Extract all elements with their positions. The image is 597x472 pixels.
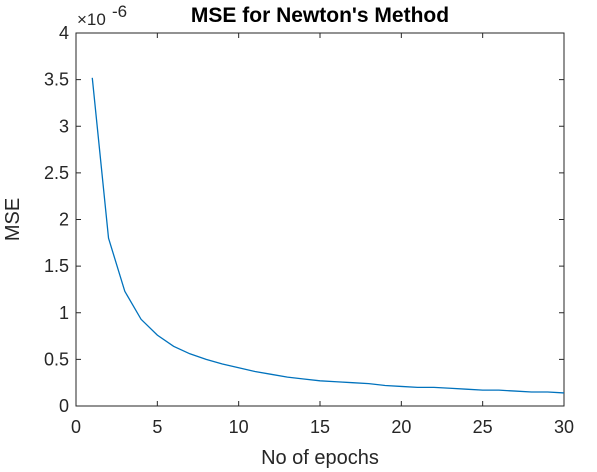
x-tick-label: 0 (71, 417, 81, 437)
y-tick-label: 4 (59, 23, 69, 43)
y-exponent-power: -6 (112, 2, 127, 21)
y-tick-label: 0.5 (44, 349, 69, 369)
x-tick-label: 5 (152, 417, 162, 437)
x-tick-label: 10 (229, 417, 249, 437)
x-axis-label: No of epochs (261, 447, 379, 469)
chart-title: MSE for Newton's Method (191, 4, 449, 27)
axis-ticks (75, 32, 565, 407)
y-tick-label: 1 (59, 303, 69, 323)
x-tick-label: 20 (391, 417, 411, 437)
y-tick-label: 0 (59, 396, 69, 416)
y-axis-label: MSE (2, 198, 24, 241)
y-tick-label: 3.5 (44, 70, 69, 90)
x-tick-label: 15 (310, 417, 330, 437)
plot-area (75, 32, 565, 407)
x-tick-label: 30 (554, 417, 574, 437)
tick-labels: 0 5 10 15 20 25 30 0 0.5 1 1.5 2 2.5 3 3.5 4 (44, 23, 574, 437)
y-tick-label: 1.5 (44, 256, 69, 276)
mse-series-line (91, 77, 565, 394)
y-tick-label: 2.5 (44, 163, 69, 183)
y-tick-label: 2 (59, 210, 69, 230)
x-tick-label: 25 (473, 417, 493, 437)
y-exponent-base: ×10 (77, 10, 106, 29)
y-tick-label: 3 (59, 116, 69, 136)
